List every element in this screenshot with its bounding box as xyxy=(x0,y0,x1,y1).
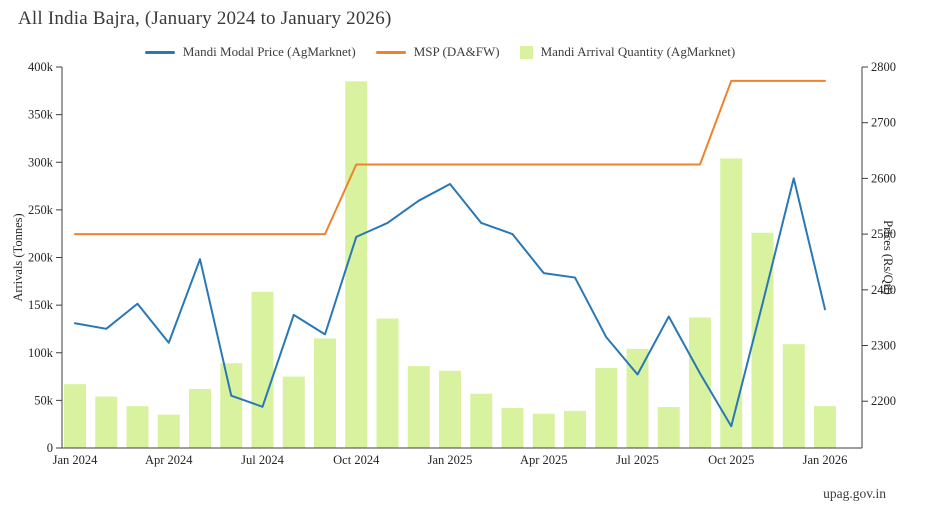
chart-title: All India Bajra, (January 2024 to Januar… xyxy=(18,8,392,29)
left-tick-label: 50k xyxy=(34,393,54,407)
msp-line xyxy=(74,79,826,236)
right-tick-label: 2500 xyxy=(871,227,896,241)
arrival-bar xyxy=(126,406,149,448)
arrival-bar xyxy=(470,393,493,448)
arrival-bar xyxy=(532,413,555,448)
arrival-bar xyxy=(95,396,118,448)
left-tick-label: 250k xyxy=(28,203,54,217)
right-tick-label: 2600 xyxy=(871,171,896,185)
legend: Mandi Modal Price (AgMarknet) MSP (DA&FW… xyxy=(0,44,880,60)
arrival-quantity-bars xyxy=(64,81,836,448)
legend-label-arrival-quantity: Mandi Arrival Quantity (AgMarknet) xyxy=(540,44,736,59)
arrival-bar xyxy=(220,363,243,448)
left-axis-title: Arrivals (Tonnes) xyxy=(11,213,25,301)
arrival-bar xyxy=(345,81,368,448)
arrival-bar xyxy=(657,407,680,448)
left-tick-label: 150k xyxy=(28,298,54,312)
legend-label-modal-price: Mandi Modal Price (AgMarknet) xyxy=(182,44,356,59)
arrival-bar xyxy=(314,338,336,448)
x-tick-label: Oct 2025 xyxy=(708,453,754,467)
modal-price-line xyxy=(74,177,826,428)
arrival-bar xyxy=(189,388,211,448)
left-tick-label: 0 xyxy=(47,441,53,455)
x-axis-ticks: Jan 2024 Apr 2024 Jul 2024 Oct 2024 Jan 2025… xyxy=(53,453,848,467)
x-tick-label: Oct 2024 xyxy=(333,453,380,467)
x-tick-label: Jan 2025 xyxy=(428,453,473,467)
right-axis-title: Prices (Rs/Qtl) xyxy=(881,220,895,295)
legend-line-swatch-orange xyxy=(375,50,406,54)
left-tick-label: 400k xyxy=(28,60,54,74)
legend-item-arrival-quantity[interactable]: Mandi Arrival Quantity (AgMarknet) xyxy=(519,44,736,60)
x-tick-label: Jan 2026 xyxy=(803,453,848,467)
arrival-bar xyxy=(782,344,805,448)
arrival-bar xyxy=(157,414,180,448)
arrival-bar xyxy=(626,348,649,448)
x-tick-label: Apr 2025 xyxy=(520,453,568,467)
watermark: upag.gov.in xyxy=(823,486,886,501)
x-tick-label: Apr 2024 xyxy=(145,453,193,467)
arrival-bar xyxy=(407,366,430,448)
legend-item-modal-price[interactable]: Mandi Modal Price (AgMarknet) xyxy=(144,44,356,60)
arrival-bar xyxy=(376,318,399,448)
arrival-bar xyxy=(564,410,586,448)
left-tick-label: 350k xyxy=(28,108,54,122)
arrival-bar xyxy=(251,291,274,448)
legend-line-swatch-blue xyxy=(144,50,175,54)
left-tick-label: 100k xyxy=(28,346,54,360)
right-axis-ticks: 2200 2300 2400 2500 2600 2700 2800 xyxy=(862,60,896,408)
legend-item-msp[interactable]: MSP (DA&FW) xyxy=(375,44,500,60)
arrival-bar xyxy=(720,158,743,448)
arrival-bar xyxy=(282,376,305,448)
arrival-bar xyxy=(689,317,711,448)
legend-label-msp: MSP (DA&FW) xyxy=(413,44,500,59)
legend-square-swatch-green xyxy=(519,45,533,59)
x-tick-label: Jul 2025 xyxy=(616,453,659,467)
right-tick-label: 2800 xyxy=(871,60,896,74)
arrival-bar xyxy=(439,370,461,448)
arrival-bar xyxy=(814,406,836,448)
left-tick-label: 300k xyxy=(28,155,54,169)
right-tick-label: 2200 xyxy=(871,394,896,408)
arrival-bar xyxy=(501,407,524,448)
right-tick-label: 2700 xyxy=(871,116,896,130)
left-axis-ticks: 0 50k 100k 150k 200k 250k 300k 350k 400k xyxy=(28,60,62,455)
arrival-bar xyxy=(751,232,774,448)
arrival-bar xyxy=(595,367,618,448)
right-tick-label: 2400 xyxy=(871,283,896,297)
arrival-bar xyxy=(64,384,86,448)
right-tick-label: 2300 xyxy=(871,339,896,353)
x-tick-label: Jul 2024 xyxy=(241,453,284,467)
left-tick-label: 200k xyxy=(28,251,54,265)
x-tick-label: Jan 2024 xyxy=(53,453,99,467)
